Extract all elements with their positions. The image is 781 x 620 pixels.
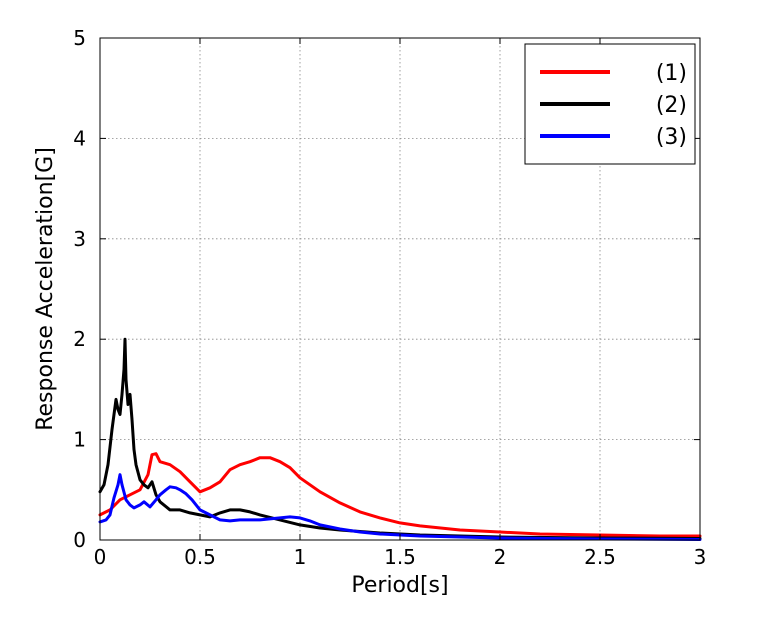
tick-labels: 0 0.5 1 1.5 2 2.5 3 0 1 2 3 4 5: [73, 26, 706, 569]
y-tick-label: 1: [73, 428, 86, 452]
series-layer: [98, 337, 702, 541]
series-line-1: [98, 452, 702, 538]
legend-label-1: (1): [656, 61, 687, 86]
y-axis-title: Response Acceleration[G]: [33, 147, 58, 431]
series-line-3: [98, 473, 702, 541]
series-line-2: [98, 337, 702, 540]
legend: (1) (2) (3): [524, 43, 696, 165]
x-tick-label: 1.5: [384, 545, 416, 569]
x-tick-label: 0: [94, 545, 107, 569]
x-axis-title: Period[s]: [351, 573, 448, 598]
x-tick-label: 1: [294, 545, 307, 569]
y-tick-label: 0: [73, 528, 86, 552]
grid-lines: [100, 38, 700, 540]
y-tick-label: 5: [73, 26, 86, 50]
y-tick-label: 3: [73, 227, 86, 251]
legend-label-2: (2): [656, 93, 687, 118]
y-tick-label: 2: [73, 327, 86, 351]
x-tick-label: 0.5: [184, 545, 216, 569]
x-tick-label: 2.5: [584, 545, 616, 569]
x-tick-label: 3: [694, 545, 707, 569]
x-tick-label: 2: [494, 545, 507, 569]
legend-label-3: (3): [656, 125, 687, 150]
y-tick-label: 4: [73, 126, 86, 150]
tick-marks: [99, 37, 701, 541]
